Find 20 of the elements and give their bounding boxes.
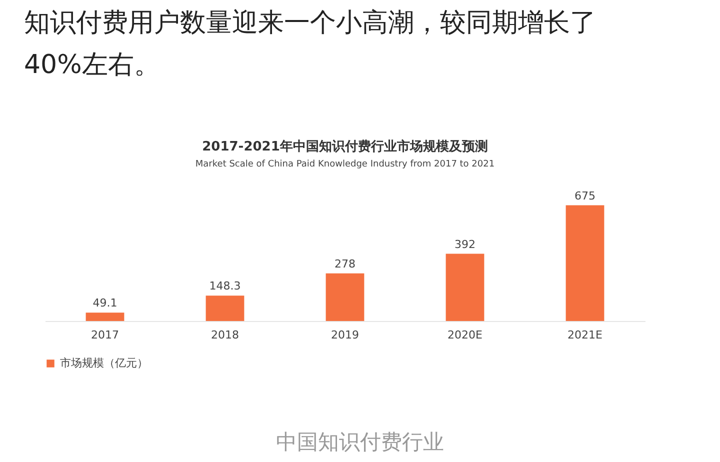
data-label: 278: [334, 257, 356, 270]
data-label: 148.3: [209, 280, 241, 293]
x-tick-label: 2018: [211, 328, 239, 342]
x-tick-label: 2020E: [448, 328, 483, 342]
x-tick-label: 2017: [91, 328, 119, 342]
x-tick-label: 2019: [331, 328, 359, 342]
bar: [326, 273, 364, 321]
text: 知识付费用户数量迎来一个小高潮，较同期增长了40%左右。: [24, 7, 597, 82]
chart-subtitle: Market Scale of China Paid Knowledge Industry from 2017 to 2021: [195, 159, 495, 170]
legend-label: 市场规模（亿元）: [60, 356, 148, 370]
bar: [86, 312, 124, 321]
bar: [566, 205, 604, 321]
text: 中国知识付费行业: [275, 429, 445, 456]
x-tick-label: 2021E: [568, 328, 603, 342]
chart-title: 2017-2021年中国知识付费行业市场规模及预测: [202, 138, 488, 154]
bar: [206, 296, 244, 321]
data-label: 392: [454, 238, 476, 251]
bar: [446, 254, 484, 321]
data-label: 49.1: [92, 296, 118, 310]
data-label: 675: [574, 189, 596, 202]
